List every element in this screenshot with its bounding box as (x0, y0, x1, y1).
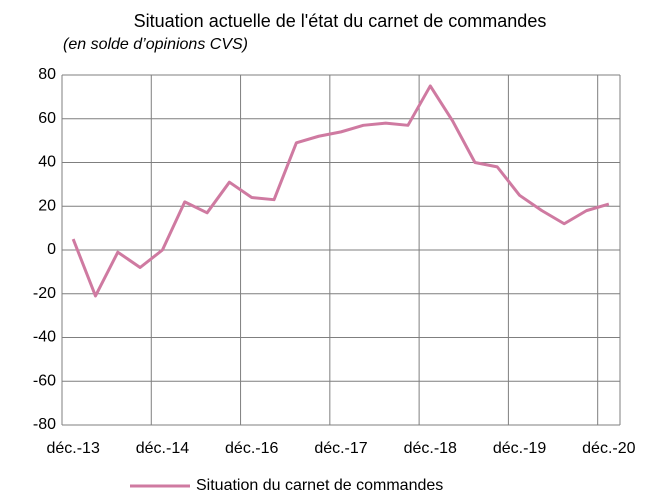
x-tick-label: déc.-14 (136, 440, 189, 457)
chart-subtitle: (en solde d’opinions CVS) (63, 36, 248, 53)
y-tick-label: -60 (33, 372, 56, 389)
x-tick-label: déc.-18 (404, 440, 457, 457)
y-tick-label: -20 (33, 285, 56, 302)
y-tick-label: 60 (38, 110, 56, 127)
x-tick-label: déc.-20 (582, 440, 635, 457)
chart-title: Situation actuelle de l'état du carnet d… (134, 11, 547, 31)
x-tick-label: déc.-19 (493, 440, 546, 457)
y-tick-label: 0 (47, 241, 56, 258)
data-line (71, 84, 610, 298)
x-tick-label: déc.-16 (225, 440, 278, 457)
x-tick-label: déc.-17 (314, 440, 367, 457)
legend-label: Situation du carnet de commandes (196, 477, 443, 494)
y-tick-label: 20 (38, 197, 56, 214)
y-tick-label: -40 (33, 329, 56, 346)
y-tick-label: 40 (38, 154, 56, 171)
x-tick-label: déc.-13 (46, 440, 99, 457)
y-tick-label: -80 (33, 416, 56, 433)
y-tick-label: 80 (38, 66, 56, 83)
